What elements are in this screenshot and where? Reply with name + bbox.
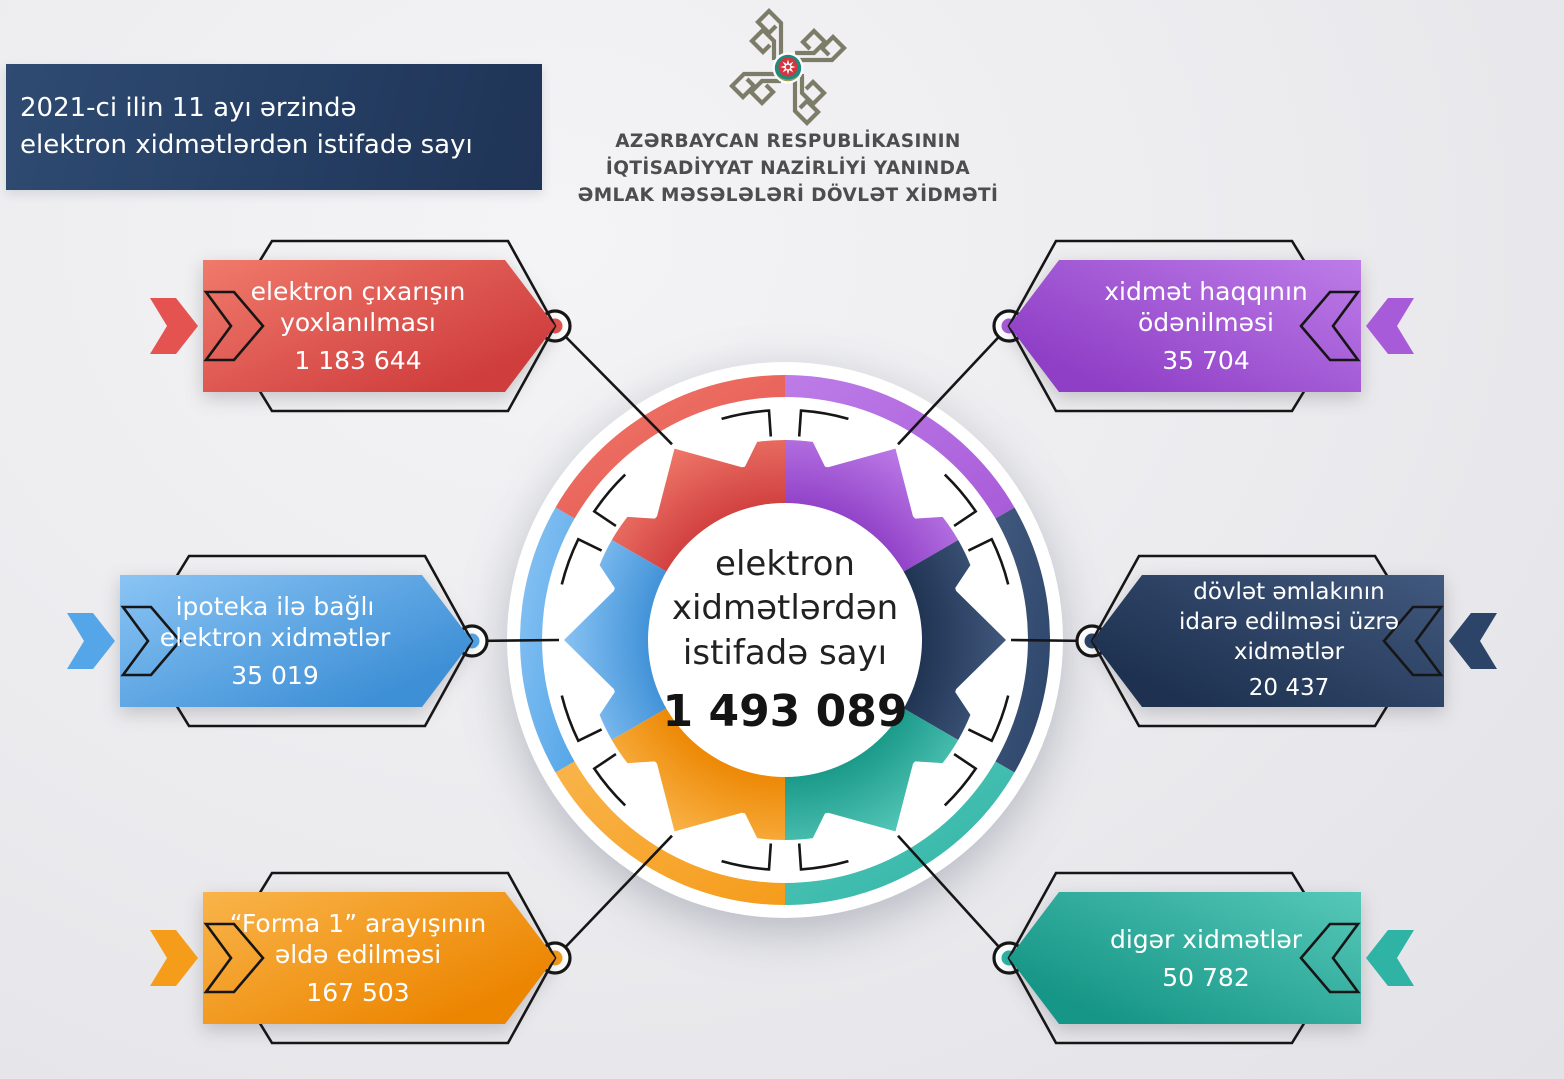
chevron-outline-icon: [1299, 922, 1361, 994]
badge-text: digər xidmətlər 50 782: [1056, 892, 1356, 1024]
center-line2: xidmətlərdən: [671, 588, 899, 629]
badge-value: 1 183 644: [294, 346, 422, 375]
agency-line1: AZƏRBAYCAN RESPUBLİKASININ: [615, 131, 961, 152]
outer-ring-red: [555, 375, 785, 519]
badge-label-line: elektron çıxarışın: [250, 277, 466, 306]
badge-graphic: [1007, 239, 1414, 413]
wheel-center-label: elektron xidmətlərdən istifadə sayı 1 49…: [650, 522, 920, 760]
outer-ring-orange: [555, 761, 785, 905]
chevron-icon: [1366, 298, 1414, 354]
badge-text: dövlət əmlakının idarə edilməsi üzrə xid…: [1139, 575, 1439, 707]
chevron-icon: [1366, 930, 1414, 986]
badge-value: 35 019: [231, 661, 319, 690]
chevron-outline-icon: [203, 922, 265, 994]
outer-ring-blue: [519, 507, 575, 773]
chevron-icon: [150, 930, 198, 986]
ring-outline: [592, 753, 627, 807]
agency-name: AZƏRBAYCAN RESPUBLİKASININ İQTİSADİYYAT …: [518, 128, 1058, 209]
chevron-outline-icon: [1382, 605, 1444, 677]
badge-label-line: elektron xidmətlər: [159, 623, 391, 652]
center-line3: istifadə sayı: [682, 632, 888, 673]
service-badge-dovlet-emlakinin-idare-edilmesi: dövlət əmlakının idarə edilməsi üzrə xid…: [1087, 554, 1497, 728]
badge-graphic: [150, 239, 557, 413]
badge-arrow: [1092, 575, 1444, 707]
connector-line-orange: [554, 834, 673, 959]
badge-text: “Forma 1” arayışının əldə edilməsi 167 5…: [208, 892, 508, 1024]
badge-arrow: [1009, 892, 1361, 1024]
connector-line-red: [554, 325, 673, 446]
wheel-segment-blue: [564, 540, 668, 740]
state-emblem: [772, 52, 804, 84]
ring-outline: [943, 473, 978, 527]
wheel-segment-purple: [785, 439, 959, 572]
badge-graphic: [67, 554, 474, 728]
wheel-segment-navy: [902, 540, 1006, 740]
service-badge-diger-xidmetler: digər xidmətlər 50 782: [1004, 871, 1414, 1045]
badge-text: xidmət haqqının ödənilməsi 35 704: [1056, 260, 1356, 392]
wheel-segment-teal: [785, 708, 959, 841]
badge-graphic: [150, 871, 557, 1045]
badge-arrow: [120, 575, 472, 707]
ring-outline: [967, 537, 1010, 585]
service-badge-elektron-cixarisin-yoxlanilmasi: elektron çıxarışın yoxlanılması 1 183 64…: [150, 239, 560, 413]
chevron-icon: [1449, 613, 1497, 669]
wheel-segment-red: [611, 439, 785, 572]
badge-graphic: [1007, 871, 1414, 1045]
chevron-icon: [67, 613, 115, 669]
service-badge-forma1-arayisinin-elde-edilmesi: “Forma 1” arayışının əldə edilməsi 167 5…: [150, 871, 560, 1045]
badge-text: elektron çıxarışın yoxlanılması 1 183 64…: [208, 260, 508, 392]
connector-line-purple: [897, 325, 1010, 446]
outer-ring-navy: [995, 507, 1051, 773]
chevron-outline-icon: [203, 290, 265, 362]
badge-value: 35 704: [1162, 346, 1250, 375]
badge-arrow: [203, 892, 555, 1024]
ring-outline: [967, 695, 1010, 743]
ring-outline: [797, 843, 849, 871]
ring-outline: [721, 409, 773, 437]
banner-line2: elektron xidmətlərdən istifadə sayı: [20, 130, 473, 160]
badge-text: ipoteka ilə bağlı elektron xidmətlər 35 …: [125, 575, 425, 707]
outer-ring-purple: [785, 375, 1015, 519]
banner-line1: 2021-ci ilin 11 ayı ərzində: [20, 93, 357, 124]
badge-label-line: digər xidmətlər: [1109, 924, 1303, 954]
badge-arrow: [1009, 260, 1361, 392]
ring-outline: [592, 473, 627, 527]
badge-graphic: [1090, 554, 1497, 728]
title-banner: 2021-ci ilin 11 ayı ərzində elektron xid…: [6, 64, 542, 190]
ring-outline: [797, 409, 849, 437]
ring-outline: [943, 753, 978, 807]
chevron-icon: [150, 298, 198, 354]
wheel-center: [648, 503, 922, 777]
connector-line-teal: [897, 834, 1010, 959]
ring-outline: [560, 537, 603, 585]
agency-line3: ƏMLAK MƏSƏLƏLƏRİ DÖVLƏT XİDMƏTİ: [577, 185, 999, 206]
badge-arrow: [203, 260, 555, 392]
chevron-outline-icon: [120, 605, 182, 677]
agency-logo: [725, 8, 851, 128]
badge-label-line: xidmət haqqının: [1104, 277, 1308, 306]
agency-line2: İQTİSADİYYAT NAZİRLİYİ YANINDA: [605, 158, 971, 179]
badge-value: 20 437: [1248, 675, 1330, 702]
badge-label-line: ödənilməsi: [1138, 308, 1274, 337]
outer-ring-teal: [785, 761, 1015, 905]
badge-label-line: dövlət əmlakının: [1193, 578, 1385, 605]
wheel-segment-orange: [611, 708, 785, 841]
chevron-outline-icon: [1299, 290, 1361, 362]
ring-outline: [560, 695, 603, 743]
logo-ornament: [732, 8, 844, 123]
service-badge-xidmet-haqqinin-odenilmesi: xidmət haqqının ödənilməsi 35 704: [1004, 239, 1414, 413]
badge-label-line: ipoteka ilə bağlı: [175, 592, 375, 621]
badge-label-line: xidmətlər: [1233, 638, 1345, 665]
badge-value: 167 503: [306, 978, 410, 1007]
badge-label-line: “Forma 1” arayışının: [229, 909, 487, 938]
badge-label-line: idarə edilməsi üzrə: [1178, 608, 1400, 635]
ring-outline: [721, 843, 773, 871]
badge-label-line: yoxlanılması: [280, 308, 436, 337]
total-count: 1 493 089: [662, 685, 908, 737]
badge-value: 50 782: [1162, 962, 1250, 992]
service-badge-ipoteka-elektron-xidmetler: ipoteka ilə bağlı elektron xidmətlər 35 …: [67, 554, 477, 728]
center-line1: elektron: [715, 544, 855, 585]
badge-label-line: əldə edilməsi: [274, 940, 442, 969]
